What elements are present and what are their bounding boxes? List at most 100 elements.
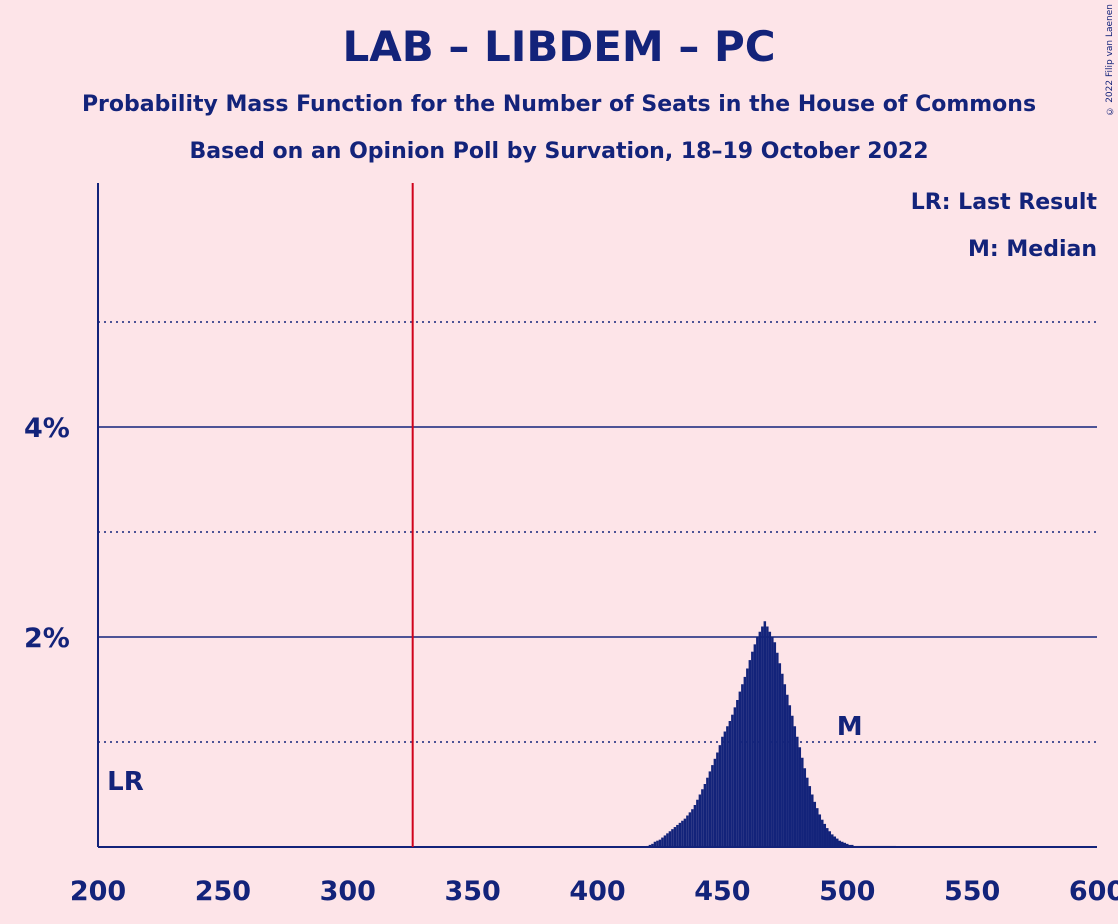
tick-labels: 200 250 300 350 400 450 500 550 600 2% 4% — [24, 413, 1118, 907]
bar — [811, 794, 814, 847]
bar — [838, 840, 842, 847]
bar — [791, 715, 794, 847]
bar — [666, 833, 669, 847]
bar — [663, 835, 667, 847]
bar — [798, 747, 802, 847]
bar — [698, 794, 702, 847]
x-tick-label: 250 — [195, 876, 251, 907]
bar — [803, 768, 807, 847]
bar — [841, 841, 844, 847]
bar — [661, 837, 664, 847]
bar — [671, 829, 674, 847]
x-tick-label: 300 — [320, 876, 376, 907]
bar — [818, 814, 822, 847]
bar — [678, 822, 682, 847]
bar — [808, 786, 812, 847]
bar — [843, 842, 847, 847]
bar — [718, 745, 722, 847]
bar — [826, 828, 829, 847]
bar — [768, 631, 772, 847]
bar — [723, 731, 727, 847]
bar — [771, 637, 774, 847]
bar — [673, 827, 677, 847]
bar — [748, 660, 752, 847]
last-result-marker: LR — [107, 767, 144, 797]
bar — [813, 801, 817, 847]
median-marker: M — [837, 712, 863, 742]
chart-title: LAB – LIBDEM – PC — [342, 22, 776, 71]
bar — [713, 758, 717, 847]
bar — [831, 834, 834, 847]
y-tick-label: 2% — [24, 623, 70, 654]
bar — [846, 843, 849, 847]
bars — [646, 621, 896, 847]
bar — [816, 808, 819, 847]
bar — [686, 815, 689, 847]
bar — [653, 841, 657, 847]
bar — [658, 839, 662, 847]
bar — [746, 668, 749, 847]
bar — [836, 838, 839, 847]
chart-subtitle: Probability Mass Function for the Number… — [81, 92, 1037, 117]
bar — [763, 621, 767, 847]
bar — [806, 777, 809, 847]
x-tick-label: 450 — [694, 876, 750, 907]
bar — [743, 676, 747, 847]
legend-median: M: Median — [968, 237, 1097, 262]
bar — [756, 637, 759, 847]
bar — [776, 652, 779, 847]
bar — [823, 823, 827, 847]
bar — [738, 691, 742, 847]
bar — [701, 789, 704, 847]
x-tick-label: 200 — [70, 876, 126, 907]
bar — [721, 736, 724, 847]
bar — [648, 844, 652, 847]
bar — [850, 844, 854, 847]
bar — [651, 843, 654, 847]
bar — [773, 642, 777, 847]
bar — [788, 705, 792, 847]
x-tick-label: 500 — [819, 876, 875, 907]
x-tick-label: 350 — [444, 876, 500, 907]
bar — [708, 771, 712, 847]
bar — [821, 819, 824, 847]
x-tick-label: 600 — [1069, 876, 1118, 907]
bar — [766, 626, 769, 847]
y-tick-label: 4% — [24, 413, 70, 444]
annotations: LR M LR: Last Result M: Median — [107, 190, 1097, 797]
bar — [758, 631, 762, 847]
bar — [726, 726, 729, 847]
bar — [656, 840, 659, 847]
bar — [703, 784, 707, 847]
bar — [706, 777, 709, 847]
bar — [733, 707, 737, 847]
bar — [731, 714, 734, 847]
bar — [833, 836, 837, 847]
x-tick-label: 550 — [944, 876, 1000, 907]
legend-last-result: LR: Last Result — [911, 190, 1098, 215]
bar — [736, 700, 739, 847]
bar — [761, 626, 764, 847]
bar — [793, 726, 797, 847]
bar — [693, 805, 697, 847]
bar — [676, 824, 679, 847]
bar — [848, 844, 851, 847]
bar — [711, 765, 714, 847]
gridlines — [98, 321, 1097, 743]
axes — [97, 183, 1097, 848]
bar — [778, 663, 782, 847]
bar — [753, 644, 757, 847]
bar — [786, 694, 789, 847]
bar — [783, 684, 787, 847]
bar — [796, 736, 799, 847]
x-tick-label: 400 — [569, 876, 625, 907]
chart-source-line: Based on an Opinion Poll by Survation, 1… — [189, 139, 929, 164]
bar — [716, 752, 719, 847]
bar — [751, 651, 754, 847]
bar — [691, 809, 694, 847]
bar — [801, 757, 804, 847]
bar — [688, 812, 692, 847]
bar — [696, 799, 699, 847]
bar — [828, 831, 832, 847]
